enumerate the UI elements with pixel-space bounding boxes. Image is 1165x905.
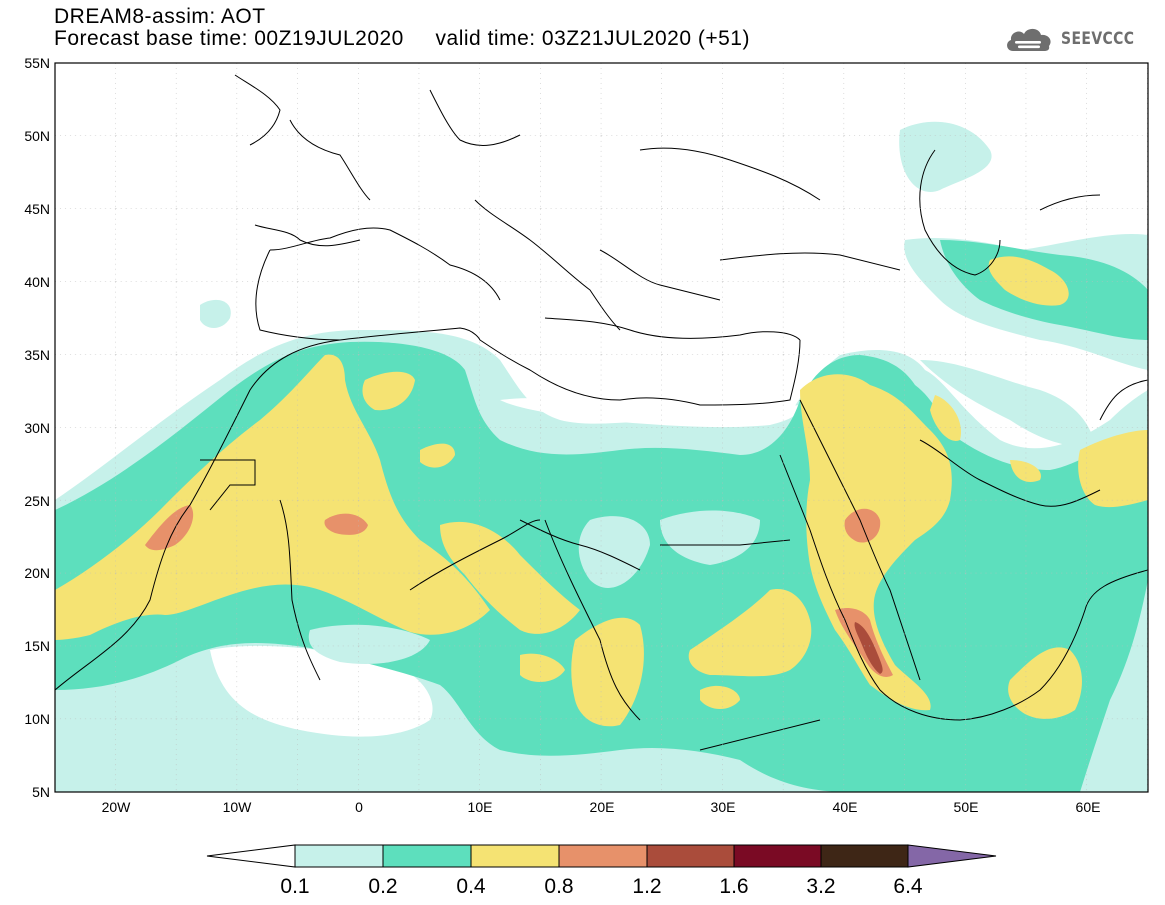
lat-label: 35N bbox=[24, 347, 50, 363]
cloud-icon bbox=[1007, 28, 1052, 51]
lat-label: 25N bbox=[24, 493, 50, 509]
lat-label: 20N bbox=[24, 565, 50, 581]
map-frame bbox=[54, 62, 1149, 793]
lat-label: 45N bbox=[24, 201, 50, 217]
map-header: DREAM8-assim: AOT Forecast base time: 00… bbox=[54, 6, 750, 50]
colorbar-label: 0.8 bbox=[544, 875, 573, 898]
colorbar-bin bbox=[294, 844, 384, 868]
colorbar-label: 0.4 bbox=[456, 875, 486, 898]
lon-label: 10W bbox=[223, 799, 253, 815]
lon-axis: 20W 10W 0 10E 20E 30E 40E 50E 60E bbox=[102, 799, 1101, 815]
lat-axis: 55N 50N 45N 40N 35N 30N 25N 20N 15N 10N … bbox=[24, 55, 50, 800]
colorbar-bin bbox=[470, 844, 560, 868]
colorbar-bin bbox=[733, 844, 822, 868]
colorbar-bin bbox=[382, 844, 472, 868]
lat-label: 15N bbox=[24, 638, 50, 654]
lon-label: 20W bbox=[102, 799, 132, 815]
colorbar-bin bbox=[646, 844, 735, 868]
colorbar-label: 3.2 bbox=[806, 875, 835, 898]
colorbar-label: 0.2 bbox=[368, 875, 397, 898]
lon-label: 40E bbox=[833, 799, 858, 815]
lon-label: 0 bbox=[355, 799, 363, 815]
colorbar-label: 6.4 bbox=[893, 875, 923, 898]
lat-label: 5N bbox=[32, 784, 50, 800]
colorbar-bin bbox=[907, 844, 997, 868]
lat-label: 30N bbox=[24, 420, 50, 436]
model-title: DREAM8-assim: AOT bbox=[54, 5, 266, 28]
seevccc-logo: SEEVCCC bbox=[1003, 22, 1151, 56]
lon-label: 50E bbox=[954, 799, 979, 815]
colorbar-bin bbox=[820, 844, 909, 868]
base-time-label: Forecast base time: bbox=[54, 27, 248, 50]
colorbar-bin bbox=[558, 844, 648, 868]
lon-label: 60E bbox=[1076, 799, 1101, 815]
lat-label: 55N bbox=[24, 55, 50, 71]
lat-label: 40N bbox=[24, 274, 50, 290]
lon-label: 20E bbox=[590, 799, 615, 815]
colorbar-label: 1.6 bbox=[719, 875, 748, 898]
colorbar-labels: 0.1 0.2 0.4 0.8 1.2 1.6 3.2 6.4 bbox=[280, 875, 923, 898]
lat-label: 10N bbox=[24, 711, 50, 727]
brand-name: SEEVCCC bbox=[1061, 29, 1135, 49]
lat-label: 50N bbox=[24, 128, 50, 144]
lon-label: 10E bbox=[468, 799, 493, 815]
aot-field bbox=[55, 63, 1148, 792]
base-time-value: 00Z19JUL2020 bbox=[254, 27, 404, 50]
colorbar-label: 0.1 bbox=[280, 875, 309, 898]
time-line: Forecast base time: 00Z19JUL2020 valid t… bbox=[54, 28, 750, 50]
valid-time-label: valid time: bbox=[435, 27, 536, 50]
colorbar bbox=[206, 844, 997, 868]
lon-label: 30E bbox=[711, 799, 736, 815]
valid-time-value: 03Z21JUL2020 (+51) bbox=[541, 27, 750, 50]
colorbar-label: 1.2 bbox=[632, 875, 661, 898]
colorbar-bin bbox=[206, 844, 296, 868]
